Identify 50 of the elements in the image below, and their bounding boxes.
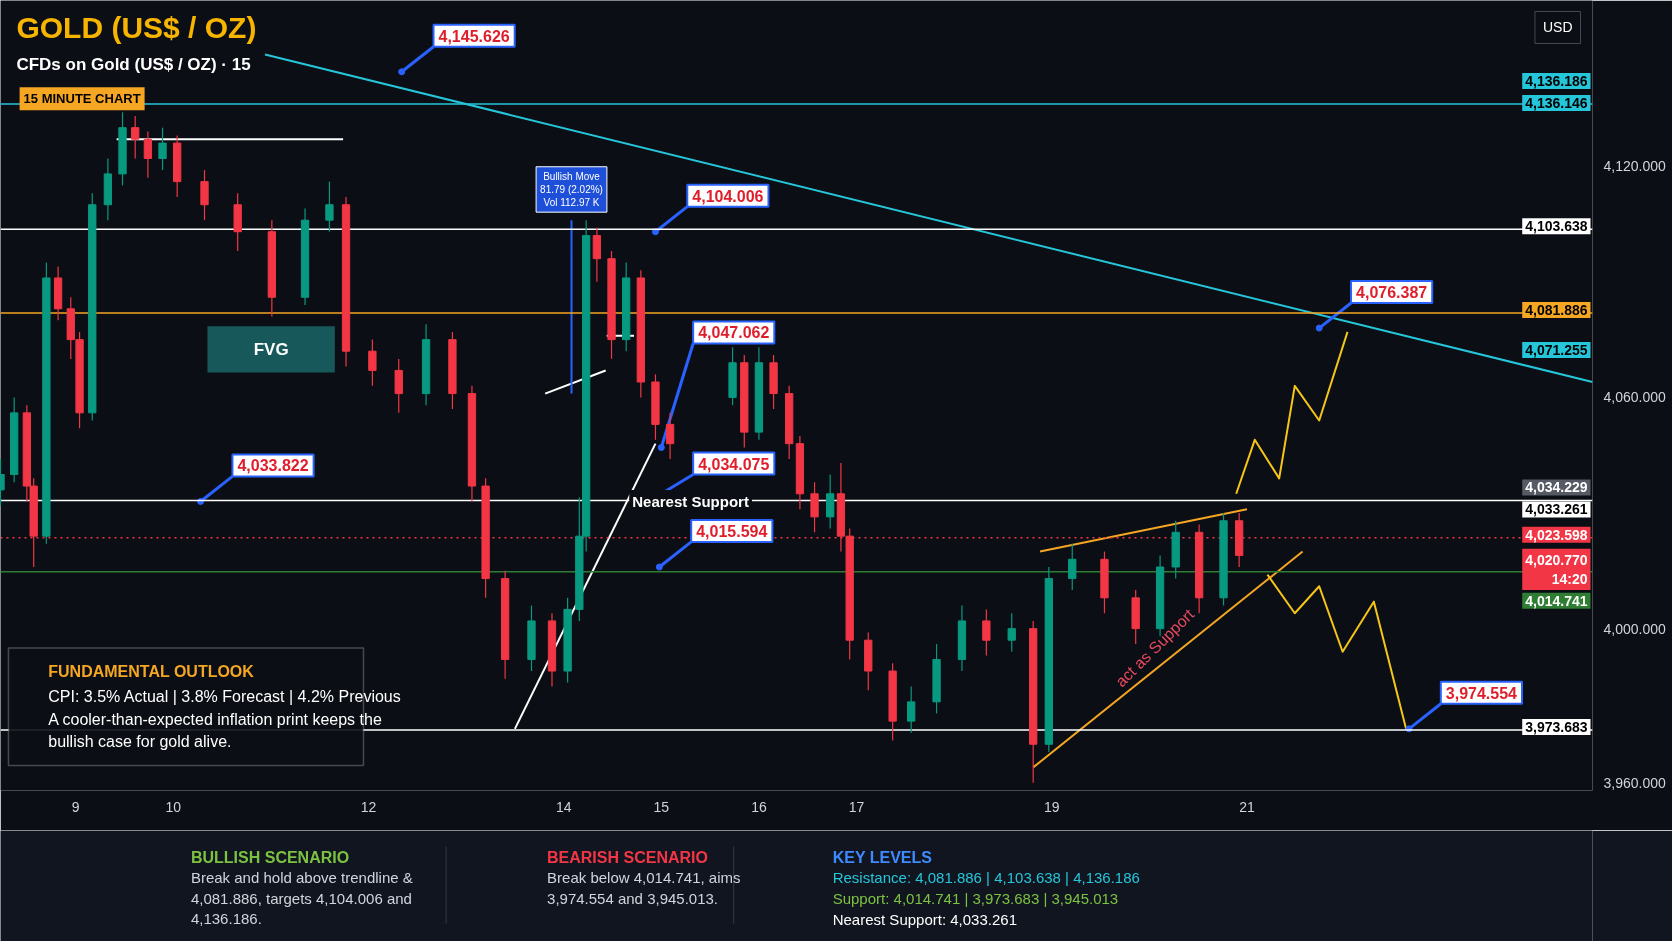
annotation: 4,104.006 — [692, 187, 764, 205]
annotation: Nearest Support — [632, 492, 749, 510]
annotation: 4,033.822 — [237, 457, 309, 475]
annotation: USD — [1542, 19, 1573, 36]
ref-line-label: 4,023.598 — [1525, 526, 1588, 543]
ref-line-label: 4,014.741 — [1525, 592, 1588, 609]
y-tick-label: 3,960.000 — [1603, 774, 1666, 791]
x-tick-label: 17 — [848, 798, 865, 815]
annotation: FUNDAMENTAL OUTLOOK — [48, 662, 255, 680]
text: Break below 4,014.741, aims 3,974.554 and 3,945.013. — [547, 869, 741, 907]
annotation: 15 MINUTE CHART — [23, 91, 141, 107]
annotation: 4,047.062 — [698, 324, 770, 342]
y-tick-label: 4,120.000 — [1603, 158, 1666, 175]
text: Nearest Support: 4,033.261 — [832, 911, 1017, 928]
chart-title: GOLD (US$ / OZ) — [16, 10, 257, 44]
x-tick-label: 16 — [751, 798, 767, 815]
y-tick-label: 4,000.000 — [1603, 620, 1666, 637]
annotation: 4,034.075 — [698, 455, 770, 473]
text: KEY LEVELS — [832, 849, 933, 866]
text: Break and hold above trendline & 4,081.886, targets 4,104.006 and 4,136.186. — [190, 869, 413, 927]
y-tick-label: 4,060.000 — [1603, 389, 1666, 406]
ref-line-label: 4,081.886 — [1525, 302, 1588, 319]
text: Resistance: 4,081.886 | 4,103.638 | 4,136.186 — [832, 869, 1140, 886]
band-label: FVG — [253, 339, 289, 359]
x-tick-label: 9 — [71, 798, 80, 815]
annotation: 4,015.594 — [696, 522, 768, 540]
x-tick-label: 19 — [1043, 798, 1060, 815]
annotation: 4,145.626 — [438, 27, 510, 45]
text: Support: 4,014.741 | 3,973.683 | 3,945.013 — [832, 890, 1119, 907]
annotation: A cooler-than-expected inflation print keeps the bullish case for gold alive. — [48, 711, 382, 751]
ref-line-label: 4,136.146 — [1525, 94, 1588, 111]
x-tick-label: 14 — [555, 798, 572, 815]
annotation: 3,974.554 — [1445, 684, 1518, 702]
annotation: 4,020.770 14:20 — [1525, 551, 1588, 587]
annotation: 4,076.387 — [1356, 284, 1428, 302]
annotation: 4,034.229 — [1525, 479, 1588, 496]
annotation: Bullish Move 81.79 (2.02%) Vol 112.97 K — [540, 170, 603, 209]
x-tick-label: 10 — [165, 798, 182, 815]
x-tick-label: 12 — [360, 798, 377, 815]
annotation: 4,136.186 — [1525, 72, 1588, 89]
x-tick-label: 15 — [653, 798, 670, 815]
text: CFDs on Gold (US$ / OZ) · 15 — [16, 54, 251, 74]
annotation: 4,071.255 — [1525, 342, 1588, 359]
ref-line-label: 4,033.261 — [1525, 501, 1588, 518]
text: BEARISH SCENARIO — [547, 849, 708, 866]
annotation: CPI: 3.5% Actual | 3.8% Forecast | 4.2% Previous — [48, 688, 401, 706]
text: BULLISH SCENARIO — [190, 849, 350, 866]
ref-line-label: 4,103.638 — [1525, 218, 1588, 235]
x-tick-label: 21 — [1239, 798, 1255, 815]
ref-line-label: 3,973.683 — [1525, 719, 1588, 736]
